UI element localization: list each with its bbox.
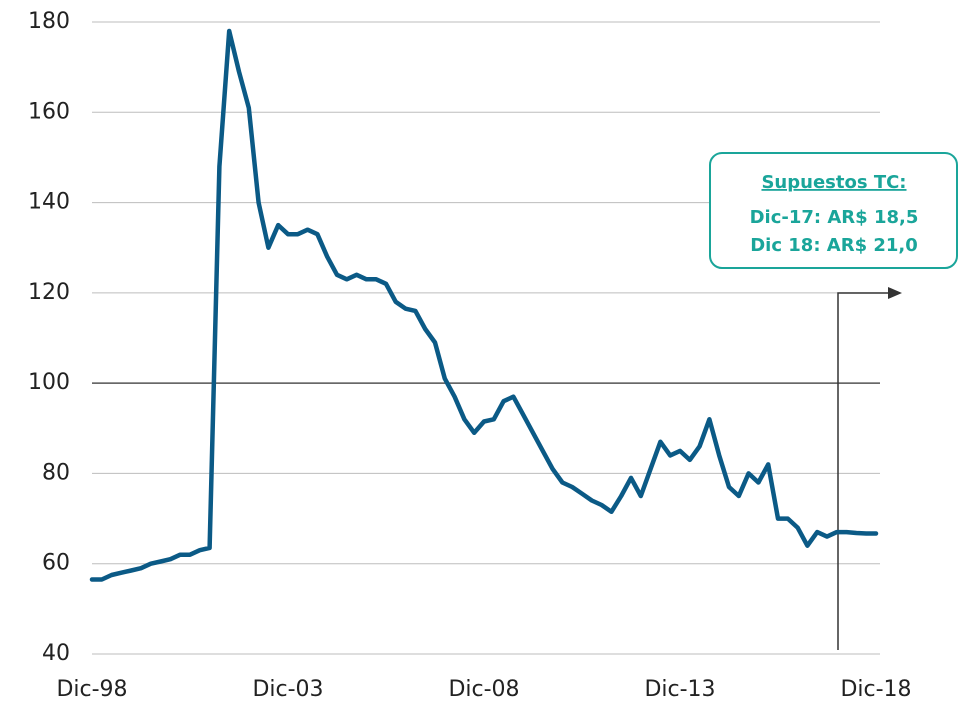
x-tick-label: Dic-03: [252, 677, 323, 702]
y-tick-label: 160: [28, 99, 70, 124]
y-tick-label: 40: [42, 641, 70, 666]
data-line: [89, 28, 879, 582]
y-tick-label: 60: [42, 551, 70, 576]
annotation-box: [709, 152, 958, 269]
x-tick-label: Dic-08: [448, 677, 519, 702]
annotation-line: Dic-17: AR$ 18,5: [750, 207, 919, 228]
x-tick-label: Dic-18: [840, 677, 911, 702]
y-tick-label: 140: [28, 190, 70, 215]
annotation-line: Dic 18: AR$ 21,0: [750, 235, 918, 256]
y-tick-label: 180: [28, 9, 70, 34]
x-tick-label: Dic-13: [644, 677, 715, 702]
arrow-line: [837, 292, 888, 650]
y-tick-label: 80: [42, 460, 70, 485]
annotation-title: Supuestos TC:: [761, 172, 906, 193]
y-tick-label: 100: [28, 370, 70, 395]
y-tick-label: 120: [28, 280, 70, 305]
x-tick-label: Dic-98: [56, 677, 127, 702]
arrow-head: [888, 287, 902, 299]
